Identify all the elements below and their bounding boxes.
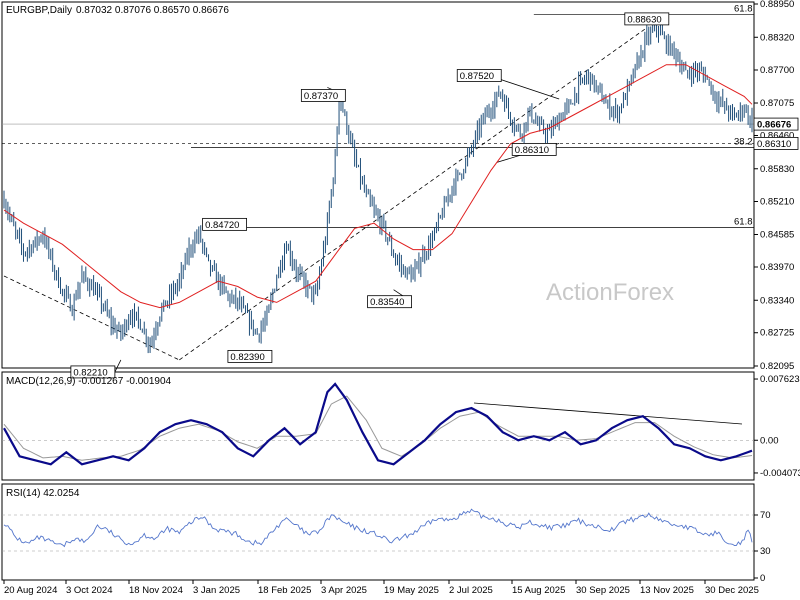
price-tick-label: 0.85830 [760,164,794,175]
price-tick-label: 0.83970 [760,262,794,273]
macd-label: MACD(12,26,9) -0.001267 -0.001904 [6,376,172,387]
rsi-line [3,508,753,548]
watermark: ActionForex [546,279,674,306]
price-annotation: 0.82210 [70,359,122,378]
rsi-tick-label: 70 [760,510,771,521]
fibonacci-level-label: 38.2 [734,137,753,148]
fibonacci-level-label: 61.8 [734,4,753,15]
x-axis-date-label: 20 Aug 2024 [4,585,57,596]
x-axis-date-label: 3 Jan 2025 [193,585,240,596]
price-tick-label: 0.88950 [760,0,794,10]
current-price-tag [753,117,799,131]
price-annotation: 0.87520 [456,69,502,82]
price-annotation: 0.88630 [624,12,670,25]
rsi-tick-label: 30 [760,546,771,557]
triangle-upper-line [500,79,560,100]
price-annotation: 0.84720 [202,217,247,231]
price-tick-label: 0.87700 [760,65,794,76]
svg-text:0.83540: 0.83540 [370,297,404,308]
level-tag [753,137,799,150]
x-axis-date-label: 30 Sep 2025 [576,585,630,596]
svg-text:0.86310: 0.86310 [515,145,549,156]
price-tick-label: 0.82725 [760,328,794,339]
price-annotation: 0.83540 [367,289,412,308]
svg-text:0.88630: 0.88630 [627,14,661,25]
svg-text:0.87520: 0.87520 [460,71,494,82]
rsi-tick-label: 0 [760,573,765,584]
macd-tick-label: -0.004073 [760,468,800,479]
price-tick-label: 0.88320 [760,32,794,43]
price-tick-label: 0.86460 [760,130,794,141]
price-annotation: 0.87370 [300,87,346,102]
macd-line [3,382,753,466]
x-axis-date-label: 3 Apr 2025 [321,585,367,596]
price-tick-label: 0.83340 [760,295,794,306]
rsi-panel [1,483,755,581]
macd-tick-label: 0.007623 [760,374,800,385]
x-axis-date-label: 19 May 2025 [384,585,439,596]
x-axis-date-label: 3 Oct 2024 [66,585,112,596]
svg-text:0.87370: 0.87370 [304,91,338,102]
x-axis-date-label: 15 Aug 2025 [512,585,565,596]
fibonacci-level-label: 61.8 [734,216,753,227]
current-price-value: 0.86676 [757,120,791,131]
x-axis-date-label: 30 Dec 2025 [705,585,759,596]
macd-tick-label: 0.00 [760,435,779,446]
moving-average-line [3,64,753,309]
price-annotation: 0.86310 [511,143,557,156]
level-tag-value: 0.86310 [757,139,791,150]
price-tick-label: 0.85210 [760,197,794,208]
price-annotation: 0.82390 [227,350,273,363]
svg-text:0.84720: 0.84720 [205,220,239,231]
price-tick-label: 0.82095 [760,361,794,372]
upper-channel-line [179,27,648,361]
x-axis-date-label: 18 Nov 2024 [129,585,183,596]
price-tick-label: 0.87075 [760,98,794,109]
macd-panel [1,371,755,481]
svg-text:0.82210: 0.82210 [73,367,107,378]
rsi-label: RSI(14) 42.0254 [6,488,80,499]
x-axis-date-label: 18 Feb 2025 [258,585,311,596]
macd-signal-line [3,395,753,461]
x-axis-date-label: 13 Nov 2025 [640,585,694,596]
macd-trendline [473,402,743,425]
x-axis-date-label: 2 Jul 2025 [449,585,493,596]
svg-text:0.82390: 0.82390 [230,352,264,363]
price-tick-label: 0.84585 [760,230,794,241]
instrument-label: EURGBP,Daily 0.87032 0.87076 0.86570 0.86… [6,5,229,16]
